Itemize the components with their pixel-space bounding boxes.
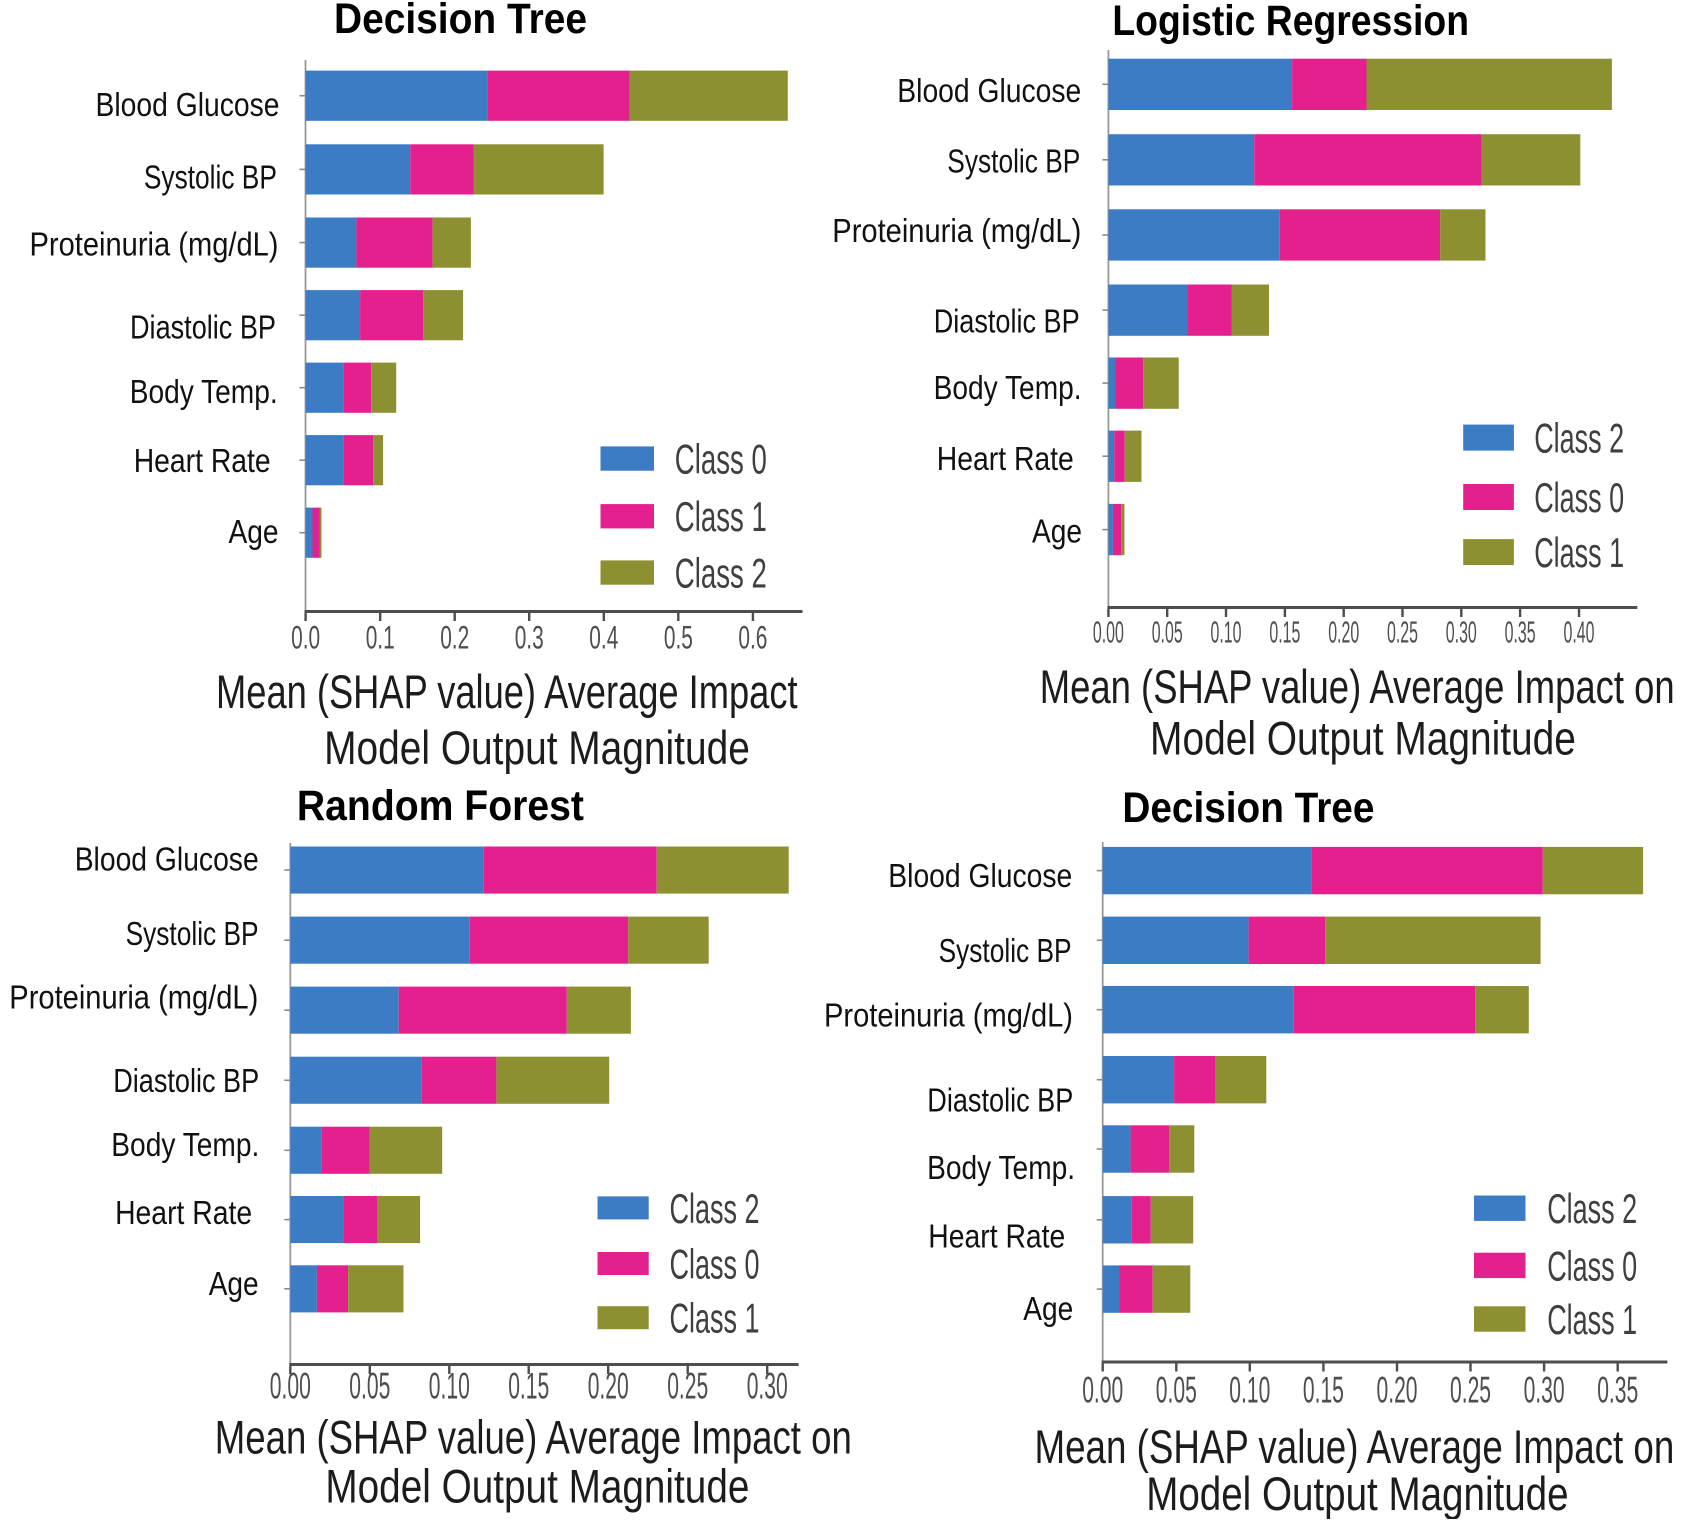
svg-text:Class 1: Class 1 (670, 1295, 760, 1342)
svg-text:Class 2: Class 2 (1534, 415, 1624, 462)
svg-text:0.3: 0.3 (515, 620, 544, 656)
svg-text:Class 0: Class 0 (670, 1241, 760, 1288)
svg-text:Diastolic BP: Diastolic BP (934, 304, 1080, 341)
svg-text:0.25: 0.25 (1450, 1370, 1491, 1411)
svg-text:Systolic BP: Systolic BP (947, 144, 1080, 181)
svg-text:0.6: 0.6 (738, 620, 767, 656)
svg-text:Class 0: Class 0 (1534, 474, 1624, 521)
svg-text:0.15: 0.15 (1303, 1370, 1344, 1411)
svg-text:Body Temp.: Body Temp. (130, 374, 278, 411)
svg-text:Class 2: Class 2 (675, 550, 767, 597)
svg-text:Decision Tree: Decision Tree (334, 0, 587, 43)
svg-text:Proteinuria (mg/dL): Proteinuria (mg/dL) (824, 998, 1073, 1035)
svg-text:Heart Rate: Heart Rate (937, 441, 1074, 478)
svg-text:0.0: 0.0 (291, 620, 320, 656)
svg-text:Class 0: Class 0 (1547, 1242, 1637, 1289)
svg-text:Class 2: Class 2 (670, 1185, 760, 1232)
svg-text:0.20: 0.20 (1328, 615, 1359, 650)
svg-text:Class 1: Class 1 (1534, 529, 1624, 576)
svg-text:Body Temp.: Body Temp. (111, 1127, 259, 1164)
svg-text:Diastolic BP: Diastolic BP (113, 1063, 259, 1100)
svg-text:0.40: 0.40 (1564, 615, 1595, 650)
svg-text:Heart Rate: Heart Rate (928, 1218, 1065, 1255)
svg-text:Blood Glucose: Blood Glucose (888, 858, 1072, 895)
svg-text:0.30: 0.30 (1446, 615, 1477, 650)
svg-text:Class 2: Class 2 (1547, 1185, 1637, 1232)
svg-text:0.20: 0.20 (1377, 1370, 1418, 1411)
svg-text:0.30: 0.30 (1524, 1370, 1565, 1411)
svg-text:Proteinuria (mg/dL): Proteinuria (mg/dL) (30, 227, 279, 264)
svg-text:0.2: 0.2 (440, 620, 469, 656)
svg-text:Mean (SHAP value) Average Impa: Mean (SHAP value) Average Impact on (1040, 660, 1675, 713)
svg-text:0.00: 0.00 (270, 1366, 311, 1407)
svg-text:Age: Age (1023, 1291, 1073, 1328)
svg-text:Diastolic BP: Diastolic BP (927, 1082, 1073, 1119)
svg-text:Blood Glucose: Blood Glucose (75, 842, 259, 879)
svg-text:Mean (SHAP value) Average Impa: Mean (SHAP value) Average Impact on (215, 1411, 852, 1464)
svg-text:0.35: 0.35 (1505, 615, 1536, 650)
svg-text:0.05: 0.05 (1156, 1370, 1197, 1411)
svg-text:Mean (SHAP value) Average Impa: Mean (SHAP value) Average Impact on (1035, 1420, 1675, 1473)
svg-text:Model Output Magnitude: Model Output Magnitude (1146, 1467, 1568, 1519)
svg-text:0.25: 0.25 (667, 1366, 708, 1407)
svg-text:Model Output Magnitude: Model Output Magnitude (325, 1460, 749, 1513)
svg-text:Proteinuria (mg/dL): Proteinuria (mg/dL) (832, 213, 1081, 250)
svg-text:0.00: 0.00 (1093, 615, 1124, 650)
svg-text:0.05: 0.05 (1152, 615, 1183, 650)
svg-text:Proteinuria (mg/dL): Proteinuria (mg/dL) (9, 979, 258, 1016)
svg-text:Random Forest: Random Forest (297, 782, 584, 830)
svg-text:Blood Glucose: Blood Glucose (96, 87, 280, 124)
svg-text:0.15: 0.15 (508, 1366, 549, 1407)
svg-text:0.05: 0.05 (349, 1366, 390, 1407)
svg-text:Age: Age (229, 514, 279, 551)
svg-text:0.35: 0.35 (1597, 1370, 1638, 1411)
svg-text:Class 1: Class 1 (675, 493, 767, 540)
svg-text:Body Temp.: Body Temp. (934, 370, 1082, 407)
svg-text:0.4: 0.4 (589, 620, 618, 656)
svg-text:Heart Rate: Heart Rate (134, 443, 271, 480)
svg-text:Decision Tree: Decision Tree (1122, 784, 1374, 832)
svg-text:0.15: 0.15 (1269, 615, 1300, 650)
svg-text:0.10: 0.10 (429, 1366, 470, 1407)
svg-text:0.1: 0.1 (366, 620, 395, 656)
svg-text:0.10: 0.10 (1211, 615, 1242, 650)
svg-text:Systolic BP: Systolic BP (939, 933, 1072, 970)
svg-text:0.30: 0.30 (747, 1366, 788, 1407)
svg-text:Age: Age (209, 1266, 259, 1303)
svg-text:Heart Rate: Heart Rate (115, 1195, 252, 1232)
svg-text:Model Output Magnitude: Model Output Magnitude (1150, 712, 1576, 765)
svg-text:0.5: 0.5 (664, 620, 693, 656)
svg-text:Mean (SHAP value) Average Impa: Mean (SHAP value) Average Impact (216, 665, 798, 718)
svg-text:Systolic BP: Systolic BP (126, 916, 259, 953)
svg-text:0.20: 0.20 (588, 1366, 629, 1407)
svg-text:Logistic Regression: Logistic Regression (1112, 0, 1469, 45)
svg-text:Diastolic BP: Diastolic BP (130, 309, 276, 346)
svg-text:Age: Age (1032, 513, 1082, 550)
svg-text:Body Temp.: Body Temp. (927, 1150, 1075, 1187)
svg-text:0.00: 0.00 (1082, 1370, 1123, 1411)
svg-text:Model Output Magnitude: Model Output Magnitude (324, 721, 750, 774)
svg-text:0.25: 0.25 (1387, 615, 1418, 650)
svg-text:Systolic BP: Systolic BP (144, 160, 277, 197)
svg-text:Class 1: Class 1 (1547, 1296, 1637, 1343)
svg-text:0.10: 0.10 (1229, 1370, 1270, 1411)
svg-text:Blood Glucose: Blood Glucose (897, 73, 1081, 110)
svg-text:Class 0: Class 0 (675, 436, 767, 483)
